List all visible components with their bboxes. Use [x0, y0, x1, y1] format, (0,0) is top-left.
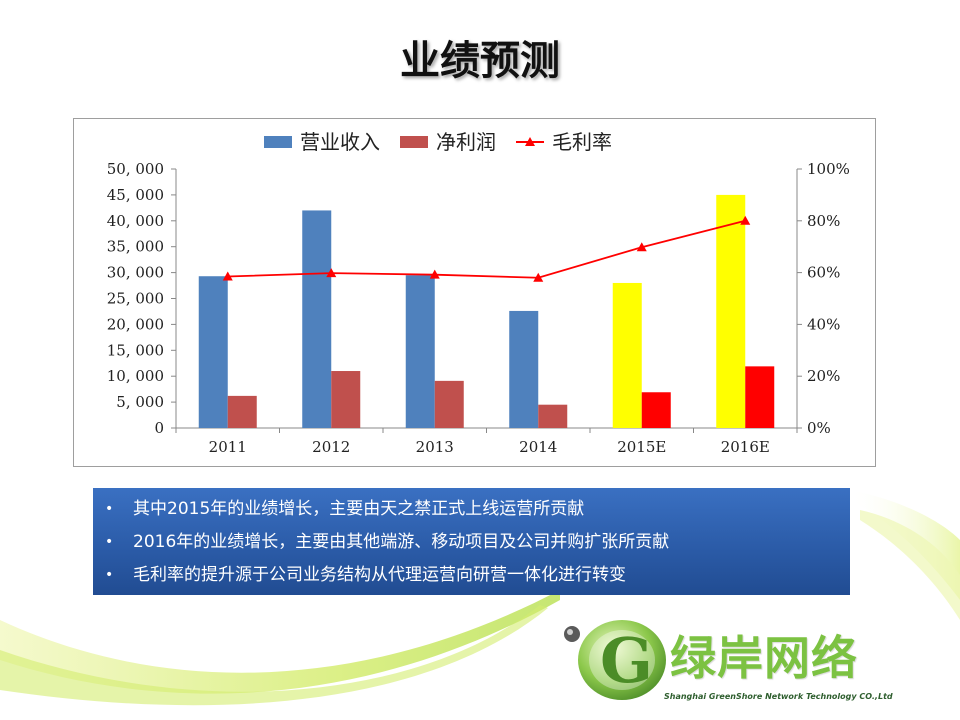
y-left-tick-label: 0: [154, 419, 164, 437]
point-gross-margin: [326, 268, 337, 278]
bar-revenue: [302, 210, 332, 428]
bar-net-profit: [641, 392, 671, 428]
x-tick-label: 2014: [519, 438, 557, 456]
bullet-symbol: •: [105, 534, 114, 550]
legend-label: 毛利率: [552, 130, 612, 154]
y-left-tick-label: 20, 000: [107, 315, 164, 333]
logo-company-name: 绿岸网络: [670, 631, 858, 685]
y-left-tick-label: 50, 000: [107, 160, 164, 178]
x-tick-label: 2011: [209, 438, 247, 456]
bar-net-profit: [331, 371, 361, 428]
bar-net-profit: [434, 380, 464, 428]
y-left-tick-label: 35, 000: [107, 238, 164, 256]
chart-frame: 0 5, 000 10, 000 15, 000 20, 000 25, 000 30, 0…: [73, 118, 876, 467]
bullet-item: • 毛利率的提升源于公司业务结构从代理运营向研营一体化进行转变: [93, 559, 850, 592]
y-right-tick-label: 80%: [807, 212, 840, 230]
legend-label: 净利润: [436, 130, 496, 154]
bullet-symbol: •: [105, 567, 114, 583]
point-gross-margin: [636, 242, 647, 252]
bullet-symbol: •: [105, 501, 114, 517]
bullet-text: 2016年的业绩增长，主要由其他端游、移动项目及公司并购扩张所贡献: [133, 532, 670, 552]
x-tick-label: 2015E: [617, 438, 666, 456]
bar-revenue: [509, 310, 539, 428]
bullet-item: • 其中2015年的业绩增长，主要由天之禁正式上线运营所贡献: [93, 493, 850, 526]
legend-swatch: [400, 136, 428, 148]
bullet-text: 其中2015年的业绩增长，主要由天之禁正式上线运营所贡献: [133, 499, 585, 519]
y-left-tick-label: 15, 000: [107, 341, 164, 359]
logo-emblem: G: [564, 620, 666, 700]
y-right-tick-label: 60%: [807, 264, 840, 282]
bar-net-profit: [538, 404, 568, 428]
bar-revenue: [716, 194, 746, 428]
y-left-tick-label: 40, 000: [107, 212, 164, 230]
svg-text:G: G: [600, 624, 653, 697]
legend-label: 营业收入: [300, 130, 380, 154]
y-left-tick-label: 25, 000: [107, 290, 164, 308]
bar-revenue: [612, 282, 642, 428]
point-gross-margin: [740, 215, 751, 225]
legend-swatch: [264, 136, 292, 148]
bar-net-profit: [745, 366, 775, 428]
point-gross-margin: [222, 271, 233, 281]
y-left-tick-label: 30, 000: [107, 264, 164, 282]
logo-company-subtitle: Shanghai GreenShore Network Technology C…: [664, 692, 893, 701]
x-tick-label: 2012: [312, 438, 350, 456]
bullet-box: • 其中2015年的业绩增长，主要由天之禁正式上线运营所贡献 • 2016年的业…: [93, 488, 850, 595]
y-right-tick-label: 0%: [807, 419, 831, 437]
slide-title: 业绩预测: [400, 38, 560, 84]
combo-chart: 0 5, 000 10, 000 15, 000 20, 000 25, 000 30, 0…: [107, 130, 850, 456]
x-tick-label: 2016E: [721, 438, 770, 456]
point-gross-margin: [533, 272, 544, 282]
company-logo: G 绿岸网络 Shanghai GreenShore Network Techn…: [560, 612, 893, 712]
y-right-tick-label: 100%: [807, 160, 850, 178]
bullet-item: • 2016年的业绩增长，主要由其他端游、移动项目及公司并购扩张所贡献: [93, 526, 850, 559]
y-left-tick-label: 45, 000: [107, 186, 164, 204]
line-gross-margin: [227, 219, 746, 279]
y-left-tick-label: 10, 000: [107, 367, 164, 385]
legend-marker: [525, 137, 535, 146]
bullet-text: 毛利率的提升源于公司业务结构从代理运营向研营一体化进行转变: [133, 565, 626, 585]
y-right-tick-label: 40%: [807, 315, 840, 333]
x-tick-label: 2013: [416, 438, 454, 456]
bar-revenue: [405, 275, 435, 428]
point-gross-margin: [429, 269, 440, 279]
bar-net-profit: [227, 395, 257, 428]
y-right-tick-label: 20%: [807, 367, 840, 385]
bar-revenue: [198, 276, 228, 428]
y-left-tick-label: 5, 000: [116, 393, 164, 411]
